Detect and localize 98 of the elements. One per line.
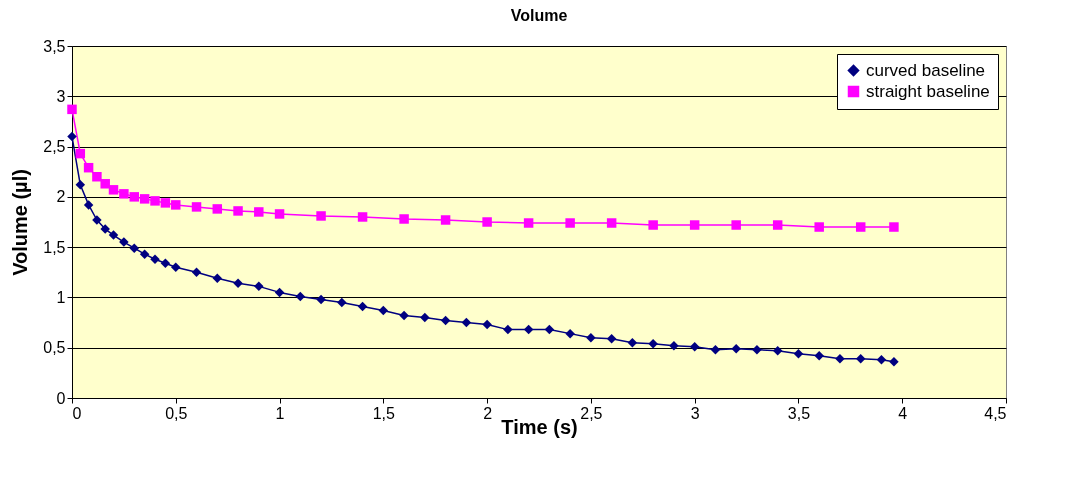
- point: [212, 204, 223, 214]
- x-tick-label: 0,5: [165, 404, 188, 422]
- point: [440, 315, 451, 326]
- point: [814, 351, 824, 361]
- point: [316, 294, 326, 305]
- point: [482, 217, 492, 227]
- point: [399, 310, 409, 321]
- point: [648, 220, 658, 230]
- point: [119, 189, 129, 199]
- point: [100, 179, 110, 189]
- point: [83, 162, 94, 173]
- point: [129, 243, 140, 253]
- point: [523, 324, 534, 335]
- point: [648, 338, 658, 349]
- chart-title: Volume: [510, 7, 568, 24]
- y-axis-title: Volume (µl): [9, 169, 32, 276]
- y-tick-label: 1,5: [43, 238, 66, 256]
- point: [814, 222, 824, 232]
- x-tick-label: 4: [898, 404, 908, 422]
- point: [171, 262, 181, 272]
- point: [461, 317, 472, 328]
- point: [139, 194, 150, 204]
- point: [689, 220, 700, 230]
- point: [399, 214, 409, 224]
- point: [75, 148, 86, 159]
- y-tick-label: 0: [56, 389, 66, 407]
- x-tick-label: 3: [690, 404, 700, 422]
- point: [75, 180, 86, 190]
- point: [254, 281, 264, 292]
- point: [254, 207, 264, 217]
- point: [752, 344, 762, 355]
- point: [171, 200, 181, 210]
- point: [233, 206, 243, 216]
- x-axis-title: Time (s): [501, 415, 578, 438]
- point: [150, 196, 160, 206]
- point: [793, 349, 804, 359]
- y-tick-label: 3: [56, 87, 66, 105]
- x-tick-label: 3,5: [787, 404, 811, 422]
- point: [108, 230, 119, 240]
- point: [889, 357, 899, 367]
- legend-label: straight baseline: [866, 81, 990, 101]
- x-tick-label: 0: [72, 404, 82, 422]
- point: [523, 218, 534, 228]
- point: [233, 278, 243, 289]
- point: [889, 222, 899, 232]
- point: [212, 273, 223, 284]
- point: [731, 343, 741, 354]
- point: [772, 220, 783, 230]
- point: [772, 345, 783, 356]
- point: [544, 324, 555, 335]
- point: [108, 185, 119, 195]
- point: [876, 355, 887, 365]
- point: [83, 200, 94, 210]
- x-tick-label: 2,5: [580, 404, 603, 422]
- y-tick-label: 3,5: [43, 37, 66, 55]
- point: [67, 131, 77, 142]
- point: [67, 104, 77, 115]
- point: [357, 212, 368, 222]
- point: [855, 354, 866, 364]
- point: [274, 287, 285, 298]
- point: [160, 258, 171, 268]
- point: [710, 344, 721, 355]
- point: [606, 218, 617, 228]
- point: [669, 340, 679, 351]
- point: [420, 312, 430, 323]
- point: [160, 198, 171, 208]
- point: [357, 301, 368, 312]
- x-tick-label: 1: [275, 404, 285, 422]
- point: [855, 222, 866, 232]
- point: [316, 211, 326, 221]
- x-tick-label: 4,5: [984, 404, 1007, 422]
- point: [627, 337, 638, 348]
- point: [503, 324, 513, 335]
- point: [295, 291, 306, 302]
- y-tick-label: 2: [56, 188, 66, 206]
- x-tick-label: 2: [483, 404, 493, 422]
- x-tick-label: 1,5: [372, 404, 396, 422]
- point: [565, 328, 575, 339]
- point: [689, 341, 700, 352]
- point: [92, 172, 102, 182]
- point: [606, 333, 617, 344]
- point: [337, 297, 347, 308]
- point: [139, 249, 150, 259]
- point: [835, 354, 845, 364]
- y-tick-label: 0,5: [43, 339, 66, 357]
- point: [586, 332, 596, 343]
- point: [731, 220, 741, 230]
- point: [129, 192, 140, 202]
- point: [378, 305, 389, 316]
- point: [482, 319, 492, 330]
- point: [191, 267, 202, 278]
- point: [440, 215, 451, 225]
- y-tick-label: 2,5: [43, 138, 66, 156]
- point: [191, 202, 202, 212]
- y-tick-label: 1: [56, 288, 66, 306]
- point: [565, 218, 575, 228]
- point: [274, 209, 285, 219]
- legend-label: curved baseline: [866, 60, 986, 80]
